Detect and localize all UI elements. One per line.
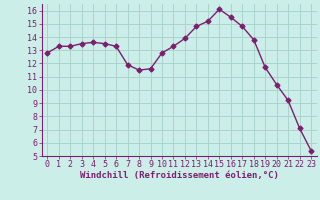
X-axis label: Windchill (Refroidissement éolien,°C): Windchill (Refroidissement éolien,°C) <box>80 171 279 180</box>
